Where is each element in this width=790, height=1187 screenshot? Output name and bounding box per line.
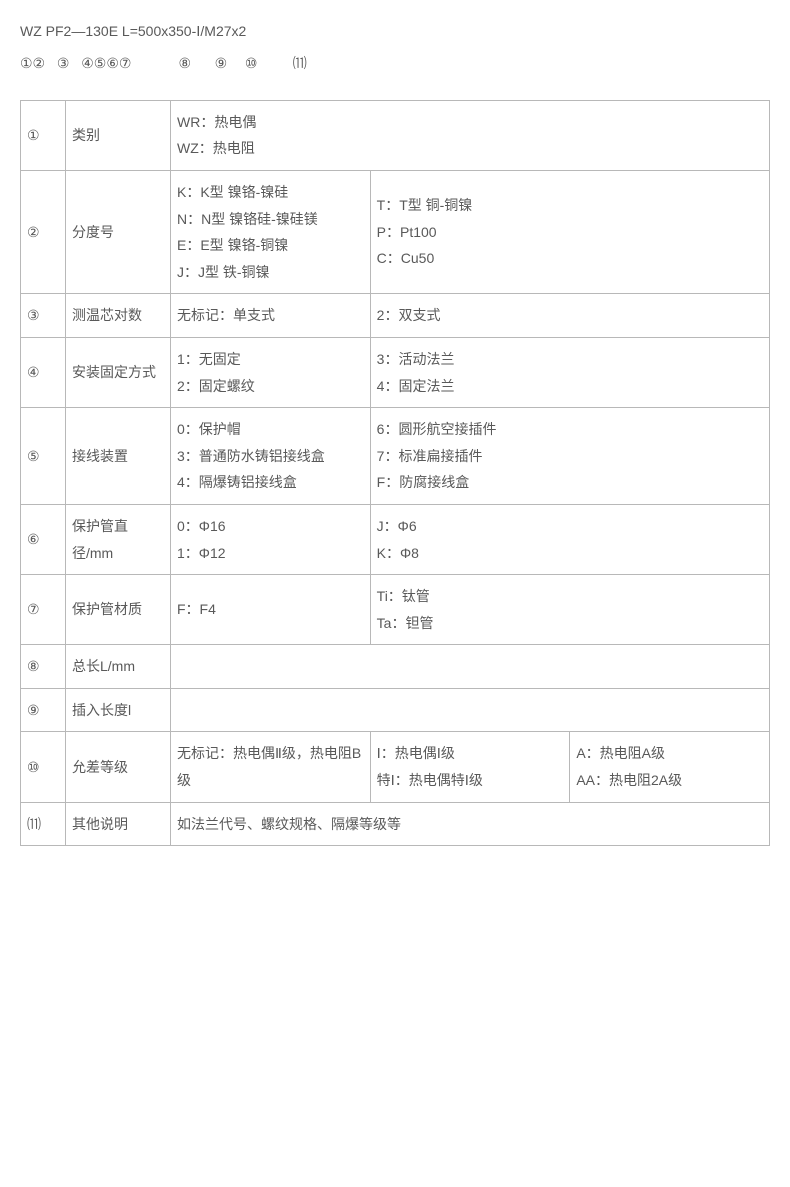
row-label: 插入长度l <box>66 688 171 732</box>
content-line: 1：Φ12 <box>177 540 364 567</box>
row-content: 1：无固定 2：固定螺纹 <box>171 337 371 407</box>
row-content <box>171 645 770 689</box>
content-line: P：Pt100 <box>377 219 763 246</box>
content-line: 3：普通防水铸铝接线盒 <box>177 443 364 470</box>
row-label: 其他说明 <box>66 802 171 846</box>
row-content: 0：Φ16 1：Φ12 <box>171 504 371 574</box>
row-label: 测温芯对数 <box>66 294 171 338</box>
row-content: 3：活动法兰 4：固定法兰 <box>370 337 769 407</box>
row-label: 分度号 <box>66 170 171 293</box>
content-line: J：Φ6 <box>377 513 763 540</box>
row-content <box>171 688 770 732</box>
row-content: T：T型 铜-铜镍 P：Pt100 C：Cu50 <box>370 170 769 293</box>
content-line: Ⅰ：热电偶Ⅰ级 <box>377 740 564 767</box>
row-label: 总长L/mm <box>66 645 171 689</box>
content-line: 2：固定螺纹 <box>177 373 364 400</box>
content-line: J：J型 铁-铜镍 <box>177 259 364 286</box>
content-line: 4：隔爆铸铝接线盒 <box>177 469 364 496</box>
row-content: F：F4 <box>171 575 371 645</box>
content-line: 6：圆形航空接插件 <box>377 416 763 443</box>
row-number: ③ <box>21 294 66 338</box>
table-row: ⑤ 接线装置 0：保护帽 3：普通防水铸铝接线盒 4：隔爆铸铝接线盒 6：圆形航… <box>21 408 770 505</box>
table-row: ⑨ 插入长度l <box>21 688 770 732</box>
row-label: 接线装置 <box>66 408 171 505</box>
content-line: K：K型 镍铬-镍硅 <box>177 179 364 206</box>
content-line: 7：标准扁接插件 <box>377 443 763 470</box>
table-row: ③ 测温芯对数 无标记：单支式 2：双支式 <box>21 294 770 338</box>
content-line: 0：保护帽 <box>177 416 364 443</box>
row-label: 保护管直径/mm <box>66 504 171 574</box>
table-row: ① 类别 WR：热电偶 WZ：热电阻 <box>21 100 770 170</box>
row-content: 无标记：热电偶Ⅱ级，热电阻B级 <box>171 732 371 802</box>
row-content: K：K型 镍铬-镍硅 N：N型 镍铬硅-镍硅镁 E：E型 镍铬-铜镍 J：J型 … <box>171 170 371 293</box>
content-line: AA：热电阻2A级 <box>576 767 763 794</box>
table-row: ④ 安装固定方式 1：无固定 2：固定螺纹 3：活动法兰 4：固定法兰 <box>21 337 770 407</box>
row-content: 如法兰代号、螺纹规格、隔爆等级等 <box>171 802 770 846</box>
row-number: ⑦ <box>21 575 66 645</box>
content-line: 特Ⅰ：热电偶特Ⅰ级 <box>377 767 564 794</box>
row-content: A：热电阻A级 AA：热电阻2A级 <box>570 732 770 802</box>
row-content: Ⅰ：热电偶Ⅰ级 特Ⅰ：热电偶特Ⅰ级 <box>370 732 570 802</box>
row-content: 6：圆形航空接插件 7：标准扁接插件 F：防腐接线盒 <box>370 408 769 505</box>
content-line: Ta：钽管 <box>377 610 763 637</box>
row-content: WR：热电偶 WZ：热电阻 <box>171 100 770 170</box>
content-line: E：E型 镍铬-铜镍 <box>177 232 364 259</box>
row-content: 2：双支式 <box>370 294 769 338</box>
content-line: T：T型 铜-铜镍 <box>377 192 763 219</box>
row-number: ⑤ <box>21 408 66 505</box>
row-content: Ti：钛管 Ta：钽管 <box>370 575 769 645</box>
content-line: F：防腐接线盒 <box>377 469 763 496</box>
table-row: ⑥ 保护管直径/mm 0：Φ16 1：Φ12 J：Φ6 K：Φ8 <box>21 504 770 574</box>
content-line: WZ：热电阻 <box>177 135 763 162</box>
row-number: ⑩ <box>21 732 66 802</box>
content-line: 3：活动法兰 <box>377 346 763 373</box>
content-line: 0：Φ16 <box>177 513 364 540</box>
table-row: ⑩ 允差等级 无标记：热电偶Ⅱ级，热电阻B级 Ⅰ：热电偶Ⅰ级 特Ⅰ：热电偶特Ⅰ级… <box>21 732 770 802</box>
table-row: ⑦ 保护管材质 F：F4 Ti：钛管 Ta：钽管 <box>21 575 770 645</box>
row-number: ⑥ <box>21 504 66 574</box>
row-number: ④ <box>21 337 66 407</box>
row-label: 类别 <box>66 100 171 170</box>
row-number: ⑾ <box>21 802 66 846</box>
content-line: 1：无固定 <box>177 346 364 373</box>
row-label: 保护管材质 <box>66 575 171 645</box>
content-line: K：Φ8 <box>377 540 763 567</box>
table-row: ② 分度号 K：K型 镍铬-镍硅 N：N型 镍铬硅-镍硅镁 E：E型 镍铬-铜镍… <box>21 170 770 293</box>
row-label: 安装固定方式 <box>66 337 171 407</box>
content-line: N：N型 镍铬硅-镍硅镁 <box>177 206 364 233</box>
table-row: ⑧ 总长L/mm <box>21 645 770 689</box>
row-number: ② <box>21 170 66 293</box>
row-content: 0：保护帽 3：普通防水铸铝接线盒 4：隔爆铸铝接线盒 <box>171 408 371 505</box>
table-row: ⑾ 其他说明 如法兰代号、螺纹规格、隔爆等级等 <box>21 802 770 846</box>
row-content: 无标记：单支式 <box>171 294 371 338</box>
content-line: Ti：钛管 <box>377 583 763 610</box>
content-line: 4：固定法兰 <box>377 373 763 400</box>
spec-table: ① 类别 WR：热电偶 WZ：热电阻 ② 分度号 K：K型 镍铬-镍硅 N：N型… <box>20 100 770 846</box>
marker-text: ①② ③ ④⑤⑥⑦ ⑧ ⑨ ⑩ ⑾ <box>20 52 770 74</box>
content-line: A：热电阻A级 <box>576 740 763 767</box>
content-line: C：Cu50 <box>377 245 763 272</box>
row-number: ⑨ <box>21 688 66 732</box>
row-label: 允差等级 <box>66 732 171 802</box>
row-content: J：Φ6 K：Φ8 <box>370 504 769 574</box>
row-number: ① <box>21 100 66 170</box>
row-number: ⑧ <box>21 645 66 689</box>
header-text: WZ PF2—130E L=500x350-Ⅰ/M27x2 <box>20 20 770 42</box>
content-line: WR：热电偶 <box>177 109 763 136</box>
